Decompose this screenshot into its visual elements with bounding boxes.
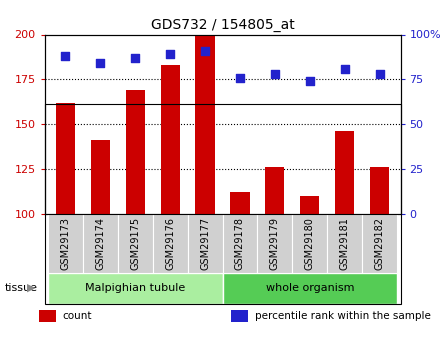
Bar xyxy=(153,214,188,273)
Text: GSM29175: GSM29175 xyxy=(130,217,140,270)
Text: GSM29177: GSM29177 xyxy=(200,217,210,270)
Bar xyxy=(91,140,110,214)
Point xyxy=(271,71,279,77)
Bar xyxy=(370,167,389,214)
Text: tissue: tissue xyxy=(4,283,37,293)
Bar xyxy=(39,310,56,322)
Bar xyxy=(48,214,83,273)
Point xyxy=(341,66,348,71)
Title: GDS732 / 154805_at: GDS732 / 154805_at xyxy=(150,18,295,32)
Text: ▶: ▶ xyxy=(27,283,36,293)
Bar xyxy=(257,214,292,273)
Text: count: count xyxy=(63,311,92,321)
Point xyxy=(62,53,69,59)
Bar xyxy=(83,214,118,273)
Text: GSM29178: GSM29178 xyxy=(235,217,245,270)
Text: GSM29179: GSM29179 xyxy=(270,217,280,270)
Text: GSM29176: GSM29176 xyxy=(165,217,175,270)
Text: GSM29182: GSM29182 xyxy=(375,217,384,270)
Bar xyxy=(335,131,354,214)
Point xyxy=(97,60,104,66)
Text: GSM29173: GSM29173 xyxy=(61,217,70,270)
Point xyxy=(132,55,139,61)
Text: GSM29174: GSM29174 xyxy=(95,217,105,270)
Text: GSM29181: GSM29181 xyxy=(340,217,350,270)
Bar xyxy=(125,90,145,214)
Point xyxy=(236,75,243,80)
Bar xyxy=(265,167,284,214)
Bar xyxy=(231,193,250,214)
Bar xyxy=(362,214,397,273)
Bar xyxy=(48,273,222,304)
Bar xyxy=(222,214,257,273)
Text: GSM29180: GSM29180 xyxy=(305,217,315,270)
Text: Malpighian tubule: Malpighian tubule xyxy=(85,283,186,293)
Bar xyxy=(56,103,75,214)
Bar xyxy=(327,214,362,273)
Point xyxy=(306,78,313,84)
Bar xyxy=(118,214,153,273)
Bar xyxy=(188,214,222,273)
Point xyxy=(166,51,174,57)
Bar xyxy=(292,214,327,273)
Bar xyxy=(195,34,214,214)
Text: whole organism: whole organism xyxy=(266,283,354,293)
Bar xyxy=(231,310,248,322)
Bar xyxy=(161,65,180,214)
Point xyxy=(376,71,383,77)
Text: percentile rank within the sample: percentile rank within the sample xyxy=(255,311,431,321)
Bar xyxy=(300,196,320,214)
Bar xyxy=(222,273,397,304)
Point xyxy=(202,48,209,53)
